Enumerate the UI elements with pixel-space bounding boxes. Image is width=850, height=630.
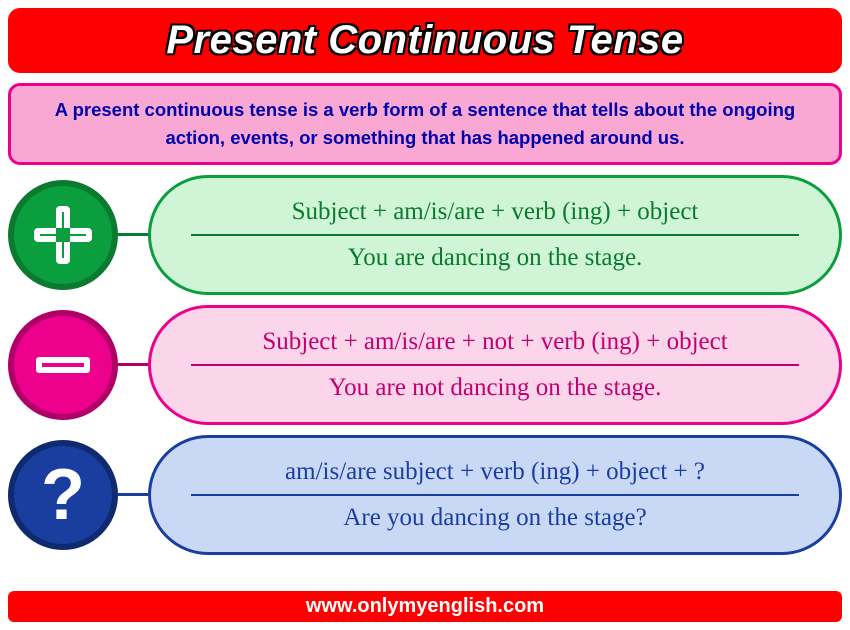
- divider-line: [191, 494, 799, 496]
- footer-url: www.onlymyenglish.com: [8, 595, 842, 618]
- definition-text: A present continuous tense is a verb for…: [31, 96, 819, 152]
- definition-box: A present continuous tense is a verb for…: [8, 83, 842, 165]
- interrogative-row: ? am/is/are subject + verb (ing) + objec…: [8, 435, 842, 555]
- affirmative-panel: Subject + am/is/are + verb (ing) + objec…: [148, 175, 842, 295]
- interrogative-example: Are you dancing on the stage?: [343, 498, 646, 532]
- interrogative-formula: am/is/are subject + verb (ing) + object …: [285, 458, 705, 492]
- plus-icon: [8, 180, 118, 290]
- affirmative-row: Subject + am/is/are + verb (ing) + objec…: [8, 175, 842, 295]
- minus-icon: [8, 310, 118, 420]
- divider-line: [191, 364, 799, 366]
- question-icon: ?: [8, 440, 118, 550]
- affirmative-formula: Subject + am/is/are + verb (ing) + objec…: [292, 198, 699, 232]
- negative-formula: Subject + am/is/are + not + verb (ing) +…: [262, 328, 727, 362]
- negative-panel: Subject + am/is/are + not + verb (ing) +…: [148, 305, 842, 425]
- divider-line: [191, 234, 799, 236]
- negative-row: Subject + am/is/are + not + verb (ing) +…: [8, 305, 842, 425]
- footer-banner: www.onlymyenglish.com: [8, 591, 842, 622]
- interrogative-panel: am/is/are subject + verb (ing) + object …: [148, 435, 842, 555]
- header-banner: Present Continuous Tense: [8, 8, 842, 73]
- page-title: Present Continuous Tense: [8, 18, 842, 63]
- negative-example: You are not dancing on the stage.: [329, 368, 662, 402]
- affirmative-example: You are dancing on the stage.: [348, 238, 643, 272]
